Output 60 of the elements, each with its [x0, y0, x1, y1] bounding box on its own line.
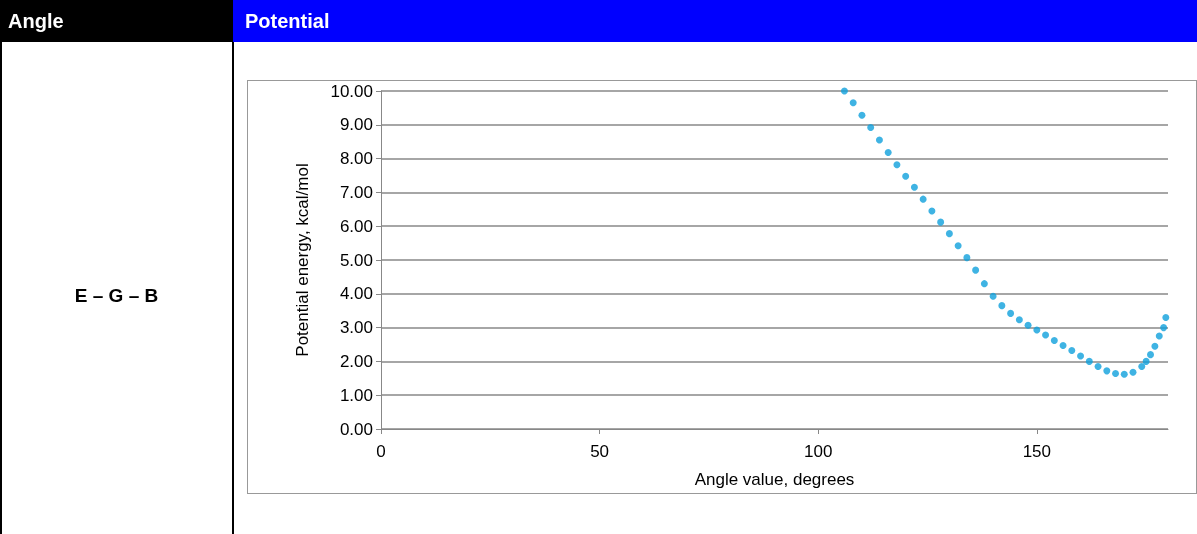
- x-tick-label: 100: [804, 442, 833, 461]
- point: [963, 254, 971, 262]
- y-tick-label: 8.00: [339, 149, 373, 169]
- point: [1059, 342, 1067, 350]
- point: [1094, 362, 1102, 370]
- point: [1085, 357, 1093, 365]
- point: [902, 172, 910, 180]
- point: [1120, 370, 1128, 378]
- point: [875, 136, 883, 144]
- point: [1042, 331, 1050, 339]
- point: [1138, 362, 1146, 370]
- text: Potential: [233, 0, 1197, 42]
- point: [893, 161, 901, 169]
- point: [954, 242, 962, 250]
- point: [998, 302, 1006, 310]
- y-tick-label: 4.00: [339, 284, 373, 304]
- y-tick-label: 1.00: [339, 385, 373, 405]
- point: [867, 124, 875, 131]
- point: [1068, 347, 1076, 355]
- x-tick-label: 0: [376, 442, 386, 461]
- point: [840, 87, 848, 95]
- point: [858, 111, 866, 119]
- point: [1024, 321, 1032, 329]
- point: [1015, 316, 1023, 324]
- point: [919, 195, 927, 203]
- point: [849, 99, 857, 107]
- y-tick-label: 0.00: [339, 419, 373, 439]
- y-tick-label: 6.00: [339, 216, 373, 236]
- text: E – G – B: [73, 285, 160, 307]
- point: [1112, 370, 1120, 378]
- point: [884, 149, 892, 157]
- x-axis-title: Angle value, degrees: [694, 470, 855, 489]
- y-tick-label: 9.00: [339, 115, 373, 135]
- point: [1151, 342, 1159, 350]
- point: [1147, 351, 1155, 359]
- point: [945, 230, 953, 238]
- y-tick-label: 2.00: [339, 351, 373, 371]
- point: [1129, 368, 1137, 376]
- point: [1007, 309, 1015, 317]
- y-tick-label: 5.00: [339, 250, 373, 270]
- point: [989, 292, 997, 300]
- y-tick-label: 7.00: [339, 182, 373, 202]
- y-tick-label: 3.00: [339, 318, 373, 338]
- point: [980, 280, 988, 288]
- point: [1077, 352, 1085, 360]
- point: [972, 266, 980, 274]
- point: [1160, 324, 1168, 332]
- point: [937, 218, 945, 226]
- x-tick-label: 50: [590, 442, 610, 461]
- point: [1050, 336, 1058, 344]
- point: [1162, 313, 1170, 321]
- text: Angle: [0, 0, 233, 42]
- point: [1103, 367, 1111, 375]
- point: [1033, 326, 1041, 334]
- x-tick-label: 150: [1022, 442, 1052, 461]
- y-axis-title: Potential energy, kcal/mol: [293, 163, 312, 357]
- point: [910, 183, 918, 191]
- point: [1142, 357, 1150, 365]
- y-tick-label: 10.00: [330, 81, 373, 101]
- point: [1155, 332, 1163, 340]
